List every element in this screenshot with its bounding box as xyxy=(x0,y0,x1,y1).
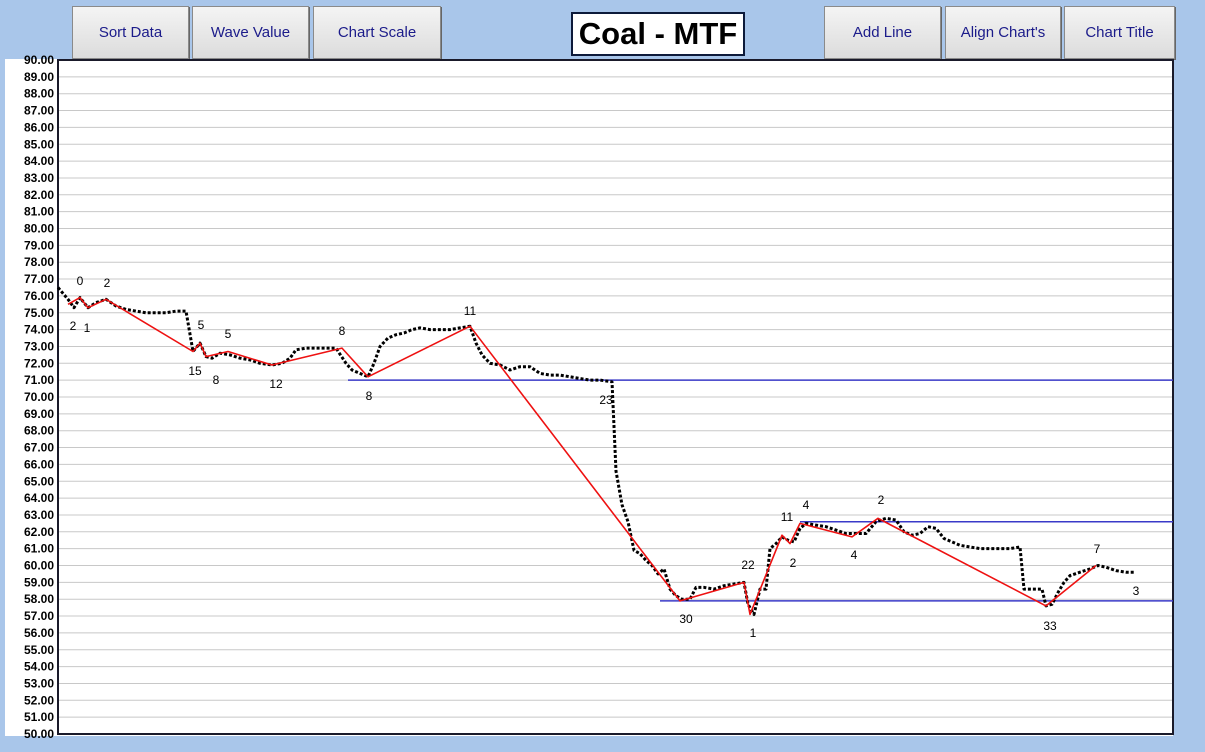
wave-label: 1 xyxy=(84,321,91,335)
y-tick-label: 51.00 xyxy=(24,710,54,724)
wave-label: 30 xyxy=(679,612,693,626)
wave-label: 22 xyxy=(741,558,755,572)
y-tick-label: 79.00 xyxy=(24,238,54,252)
y-tick-label: 58.00 xyxy=(24,592,54,606)
wave-label: 5 xyxy=(198,318,205,332)
chart-title: Coal - MTF xyxy=(571,12,745,56)
y-tick-label: 56.00 xyxy=(24,626,54,640)
wave-label: 23 xyxy=(599,393,613,407)
y-tick-label: 57.00 xyxy=(24,609,54,623)
wave-label: 5 xyxy=(225,327,232,341)
y-tick-label: 63.00 xyxy=(24,508,54,522)
y-tick-label: 88.00 xyxy=(24,87,54,101)
y-tick-label: 66.00 xyxy=(24,457,54,471)
toolbar-button[interactable]: Chart Scale xyxy=(313,6,441,59)
wave-label: 8 xyxy=(339,324,346,338)
y-tick-label: 76.00 xyxy=(24,289,54,303)
y-tick-label: 70.00 xyxy=(24,390,54,404)
y-tick-label: 64.00 xyxy=(24,491,54,505)
y-tick-label: 71.00 xyxy=(24,373,54,387)
y-tick-label: 89.00 xyxy=(24,70,54,84)
price-line xyxy=(56,286,1134,616)
y-tick-label: 69.00 xyxy=(24,407,54,421)
y-tick-label: 61.00 xyxy=(24,542,54,556)
y-tick-label: 55.00 xyxy=(24,643,54,657)
wave-label: 2 xyxy=(790,556,797,570)
y-tick-label: 83.00 xyxy=(24,171,54,185)
toolbar-button[interactable]: Chart Title xyxy=(1064,6,1175,59)
y-tick-label: 52.00 xyxy=(24,693,54,707)
wave-label: 8 xyxy=(213,373,220,387)
wave-label: 4 xyxy=(803,498,810,512)
wave-label: 4 xyxy=(851,548,858,562)
wave-label: 0 xyxy=(77,274,84,288)
y-tick-label: 78.00 xyxy=(24,255,54,269)
y-tick-label: 50.00 xyxy=(24,727,54,741)
y-tick-label: 74.00 xyxy=(24,323,54,337)
y-tick-label: 86.00 xyxy=(24,120,54,134)
wave-label: 2 xyxy=(878,493,885,507)
wave-label: 15 xyxy=(188,364,202,378)
toolbar-button[interactable]: Add Line xyxy=(824,6,941,59)
wave-label: 8 xyxy=(366,389,373,403)
y-tick-label: 85.00 xyxy=(24,137,54,151)
y-tick-label: 90.00 xyxy=(24,53,54,67)
y-tick-label: 65.00 xyxy=(24,474,54,488)
plot-frame xyxy=(57,59,1174,735)
toolbar-button[interactable]: Sort Data xyxy=(72,6,189,59)
wave-label: 11 xyxy=(781,510,794,524)
wave-label: 1 xyxy=(750,626,757,640)
y-tick-label: 75.00 xyxy=(24,306,54,320)
y-tick-label: 68.00 xyxy=(24,424,54,438)
toolbar-button[interactable]: Wave Value xyxy=(192,6,309,59)
y-tick-label: 82.00 xyxy=(24,188,54,202)
y-tick-label: 60.00 xyxy=(24,559,54,573)
y-tick-label: 67.00 xyxy=(24,441,54,455)
y-tick-label: 73.00 xyxy=(24,339,54,353)
toolbar-button[interactable]: Align Chart's xyxy=(945,6,1061,59)
wave-label: 3 xyxy=(1133,584,1140,598)
wave-label: 7 xyxy=(1094,542,1101,556)
y-tick-label: 80.00 xyxy=(24,222,54,236)
y-tick-label: 62.00 xyxy=(24,525,54,539)
wave-label: 12 xyxy=(269,377,283,391)
y-tick-label: 87.00 xyxy=(24,104,54,118)
wave-label: 11 xyxy=(464,304,477,318)
wave-label: 33 xyxy=(1043,619,1057,633)
wave-label: 2 xyxy=(104,276,111,290)
y-tick-label: 54.00 xyxy=(24,660,54,674)
y-tick-label: 53.00 xyxy=(24,676,54,690)
y-tick-label: 84.00 xyxy=(24,154,54,168)
y-tick-label: 59.00 xyxy=(24,575,54,589)
y-tick-label: 72.00 xyxy=(24,356,54,370)
wave-line xyxy=(67,296,1097,616)
wave-label: 2 xyxy=(70,319,77,333)
y-tick-label: 77.00 xyxy=(24,272,54,286)
y-tick-label: 81.00 xyxy=(24,205,54,219)
